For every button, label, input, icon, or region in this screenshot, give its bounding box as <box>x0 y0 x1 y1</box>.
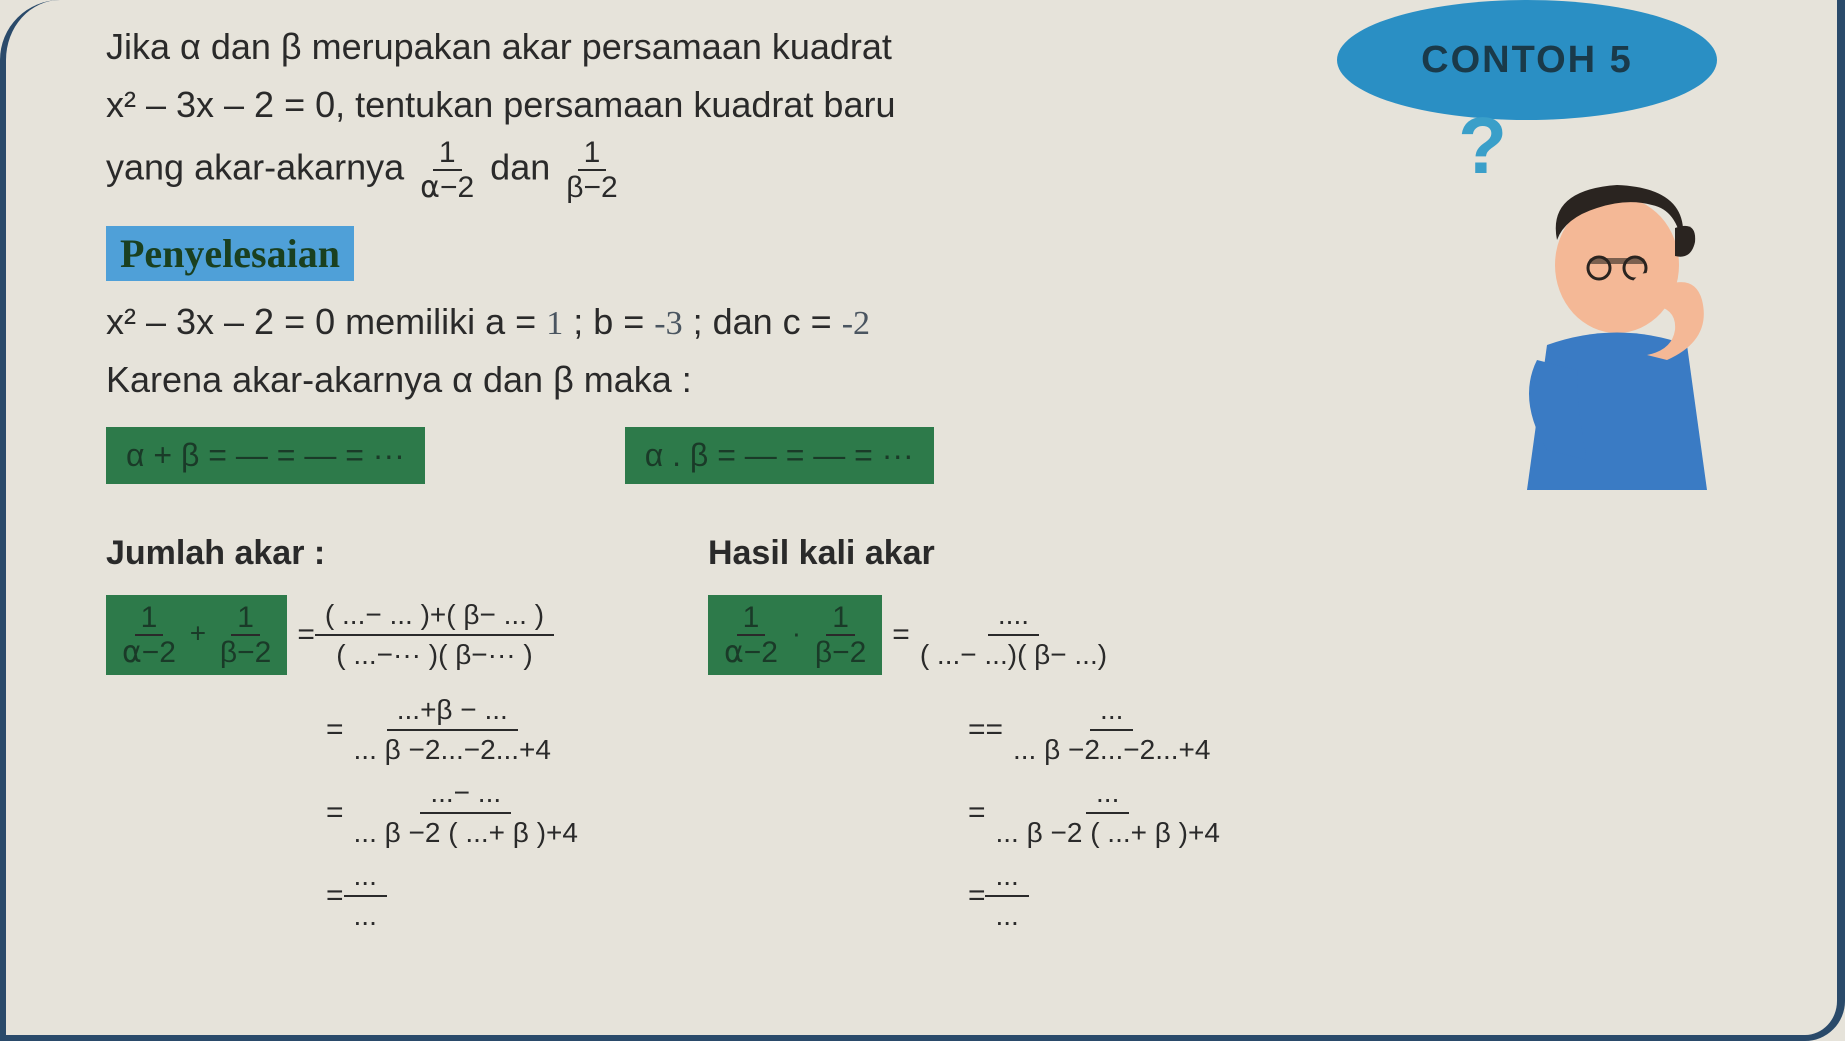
fill-a: 1 <box>546 305 563 342</box>
workings-columns: Jumlah akar : 1⍺−2 + 1β−2 = ( ...− ... )… <box>106 534 1206 941</box>
right-row-2: == ... ... β −2...−2...+4 <box>968 691 1230 768</box>
fraction-2: 1 β−2 <box>560 136 623 204</box>
right-title: Hasil kali akar <box>708 534 1230 573</box>
right-frac-4: ... ... <box>985 857 1028 934</box>
left-title: Jumlah akar : <box>106 534 588 573</box>
right-row-4: = ... ... <box>968 857 1230 934</box>
left-row-4: = ... ... <box>326 857 588 934</box>
left-frac-2: ...+β − ... ... β −2...−2...+4 <box>344 691 561 768</box>
left-frac-3: ...− ... ... β −2 ( ...+ β )+4 <box>344 774 588 851</box>
coefficients-line: x² – 3x – 2 = 0 memiliki a = 1 ; b = -3 … <box>106 293 1206 351</box>
badge-text: CONTOH 5 <box>1421 39 1633 82</box>
problem-line-1: Jika α dan β merupakan akar persamaan ku… <box>106 20 1206 74</box>
product-roots-box: α . β = — = — = ··· <box>625 427 934 484</box>
problem-line-3: yang akar-akarnya 1 ⍺−2 dan 1 β−2 <box>106 136 1206 204</box>
left-row-3: = ...− ... ... β −2 ( ...+ β )+4 <box>326 774 588 851</box>
left-lhs-box: 1⍺−2 + 1β−2 <box>106 595 287 675</box>
example-badge: CONTOH 5 <box>1337 0 1717 120</box>
fill-b: -3 <box>654 305 682 342</box>
left-frac-4: ... ... <box>344 857 387 934</box>
problem-line-2: x² – 3x – 2 = 0, tentukan persamaan kuad… <box>106 78 1206 132</box>
right-column: Hasil kali akar 1⍺−2 · 1β−2 = .... ( ...… <box>708 534 1230 941</box>
karena-line: Karena akar-akarnya α dan β maka : <box>106 351 1206 409</box>
left-column: Jumlah akar : 1⍺−2 + 1β−2 = ( ...− ... )… <box>106 534 588 941</box>
worksheet-page: CONTOH 5 ? Jika α dan β merupakan akar p… <box>0 0 1845 1041</box>
conjunction: dan <box>490 147 560 188</box>
line3-pre: yang akar-akarnya <box>106 147 414 188</box>
right-lhs-box: 1⍺−2 · 1β−2 <box>708 595 882 675</box>
left-row-1: 1⍺−2 + 1β−2 = ( ...− ... )+( β− ... ) ( … <box>106 585 588 685</box>
content-area: Jika α dan β merupakan akar persamaan ku… <box>106 20 1206 941</box>
right-frac-3: ... ... β −2 ( ...+ β )+4 <box>985 774 1229 851</box>
thinking-person-icon <box>1477 150 1757 490</box>
left-frac-1: ( ...− ... )+( β− ... ) ( ...−··· )( β−·… <box>315 596 554 673</box>
right-frac-2: ... ... β −2...−2...+4 <box>1003 691 1220 768</box>
right-row-3: = ... ... β −2 ( ...+ β )+4 <box>968 774 1230 851</box>
fraction-1: 1 ⍺−2 <box>414 136 480 204</box>
right-row-1: 1⍺−2 · 1β−2 = .... ( ...− ...)( β− ...) <box>708 585 1230 685</box>
sum-roots-box: α + β = — = — = ··· <box>106 427 425 484</box>
left-row-2: = ...+β − ... ... β −2...−2...+4 <box>326 691 588 768</box>
section-title: Penyelesaian <box>106 226 354 281</box>
right-frac-1: .... ( ...− ...)( β− ...) <box>910 596 1117 673</box>
vieta-row: α + β = — = — = ··· α . β = — = — = ··· <box>106 417 1206 494</box>
fill-c: -2 <box>842 305 870 342</box>
